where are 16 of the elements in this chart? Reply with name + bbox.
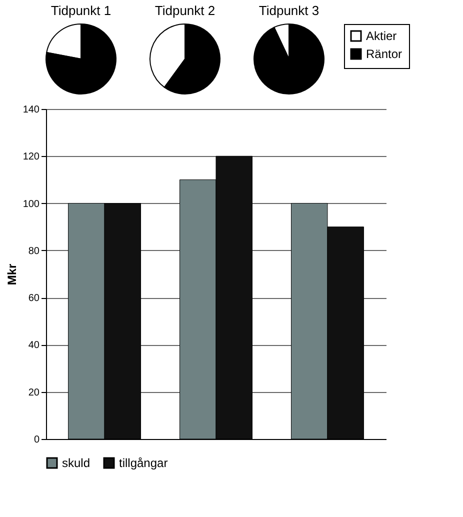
slice-label: Tidpunkt 3 — [258, 3, 320, 18]
y-tick-label: 140 — [22, 104, 40, 116]
y-tick-label: 20 — [28, 387, 40, 398]
slice-label: Tidpunkt 2 — [154, 3, 216, 18]
slice-label: Tidpunkt 1 — [50, 3, 112, 18]
y-tick-label: 40 — [28, 340, 40, 352]
legend-label: Aktier — [366, 29, 397, 43]
y-tick-label: 80 — [28, 246, 40, 257]
y-tick-label: 100 — [22, 198, 40, 210]
legend-label: tillgångar — [119, 456, 168, 470]
y-axis-title: Mkr — [4, 264, 19, 286]
y-tick-label: 60 — [28, 293, 40, 304]
y-tick-label: 120 — [22, 152, 40, 163]
legend-label: skuld — [62, 456, 90, 470]
legend-label: Räntor — [366, 47, 402, 61]
y-tick-label: 0 — [34, 434, 40, 446]
